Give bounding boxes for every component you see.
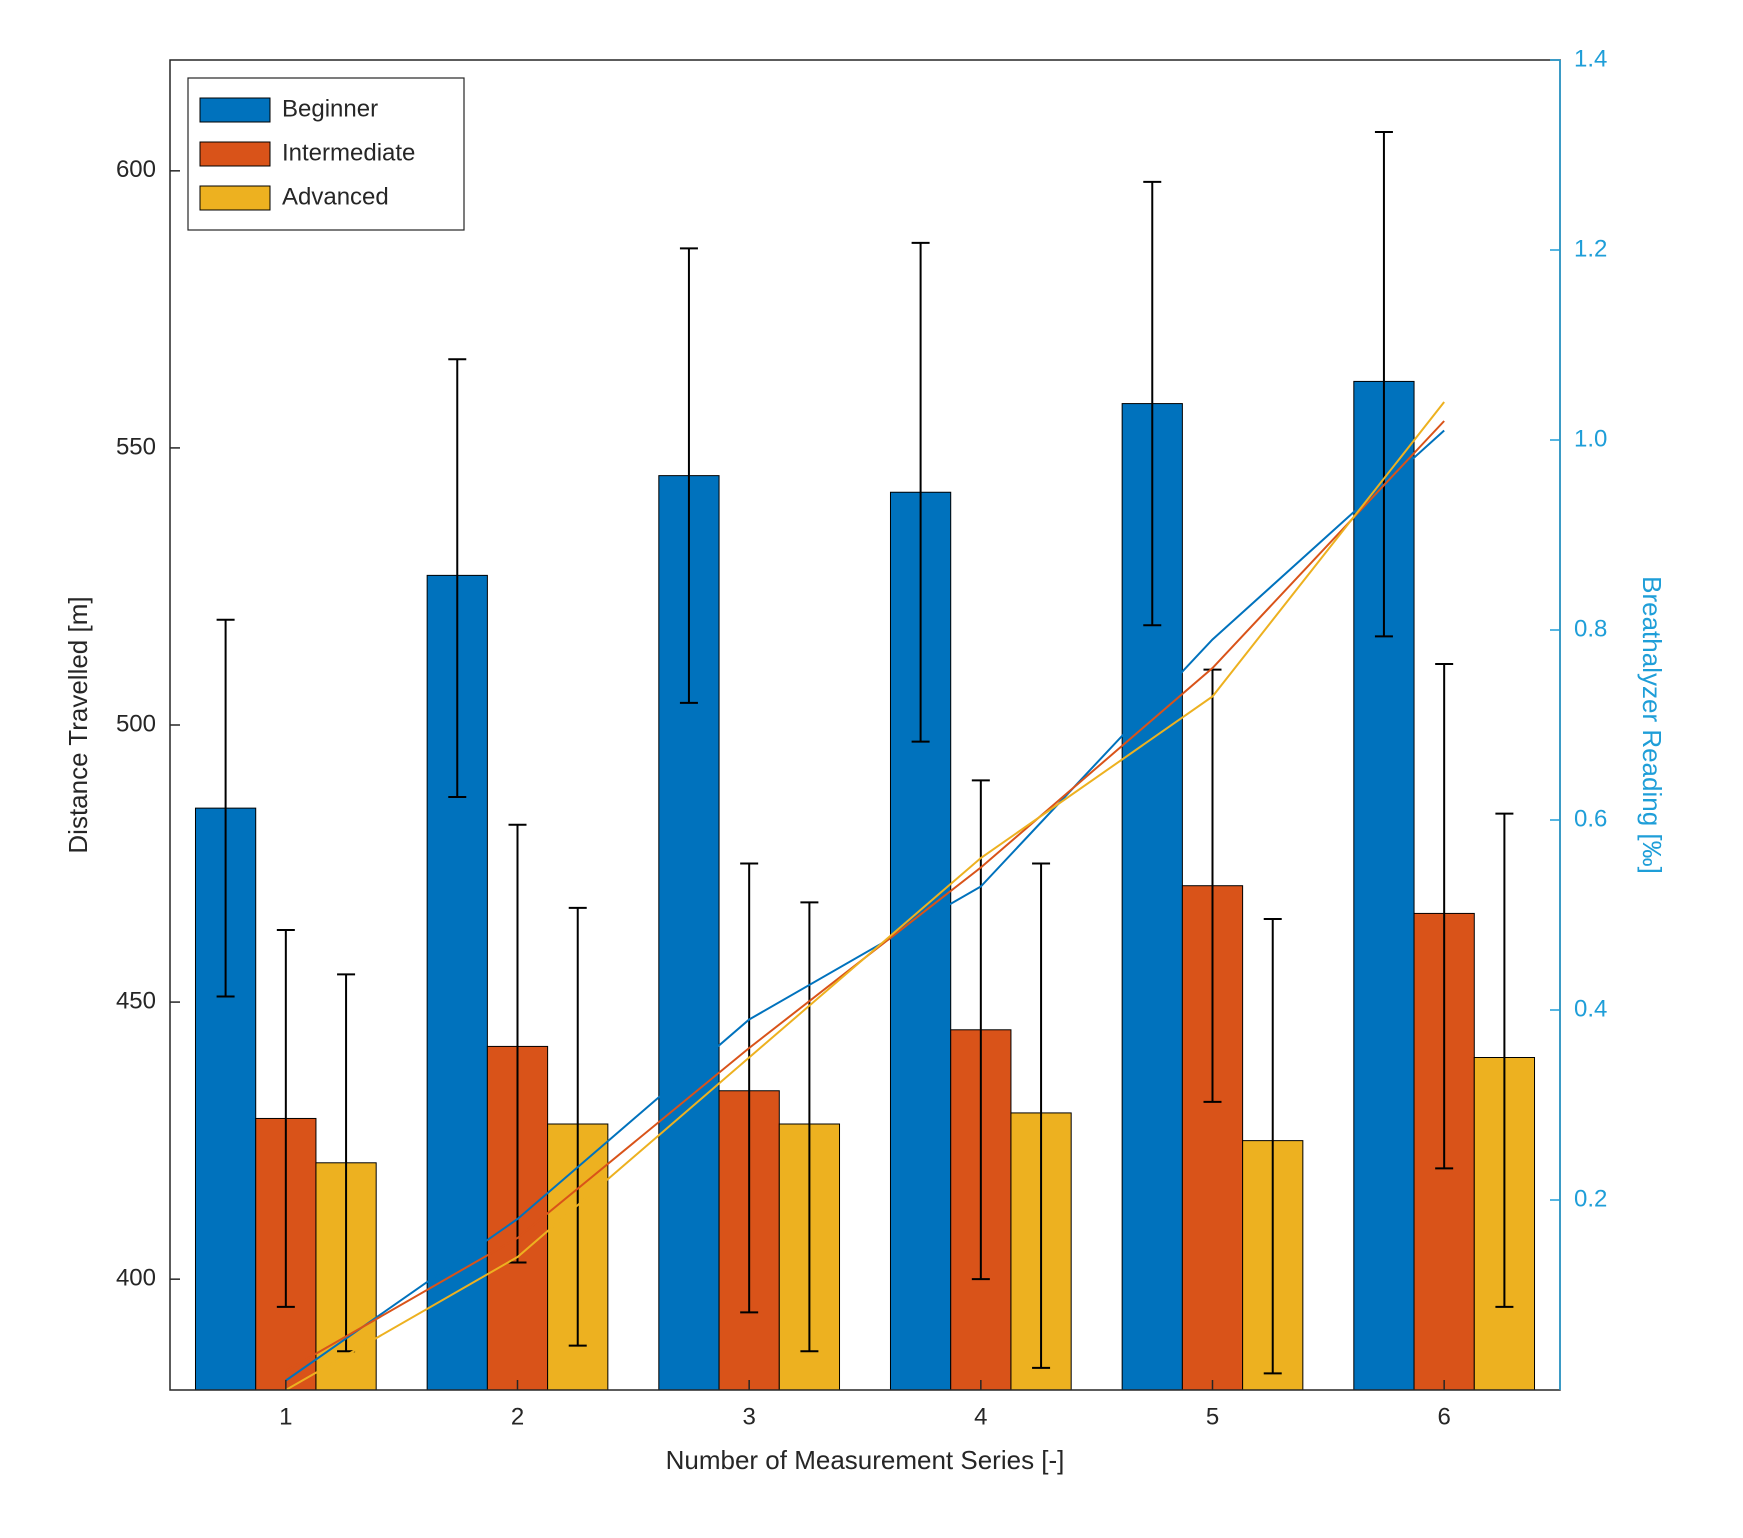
xtick-label: 3 (742, 1403, 755, 1430)
xtick-label: 5 (1206, 1403, 1219, 1430)
y-axis-label-left: Distance Travelled [m] (63, 596, 93, 853)
xtick-label: 4 (974, 1403, 987, 1430)
ytick-label-right: 0.6 (1574, 805, 1607, 832)
x-axis-label: Number of Measurement Series [-] (666, 1445, 1065, 1475)
ytick-label-left: 600 (116, 156, 156, 183)
y-axis-label-right: Breathalyzer Reading [‰] (1637, 576, 1667, 874)
legend-swatch (200, 98, 270, 122)
legend-label: Intermediate (282, 139, 415, 166)
chart-container: 400 450 500 550 600 0.2 0.4 0.6 0.8 1.0 1.2 1.4 1 2 3 4… (0, 0, 1743, 1538)
ytick-label-left: 450 (116, 987, 156, 1014)
legend-label: Beginner (282, 95, 378, 122)
legend: Beginner Intermediate Advanced (188, 78, 464, 230)
ytick-label-right: 1.0 (1574, 425, 1607, 452)
ytick-label-right: 1.4 (1574, 45, 1607, 72)
legend-swatch (200, 186, 270, 210)
ytick-label-right: 0.8 (1574, 615, 1607, 642)
xtick-label: 1 (279, 1403, 292, 1430)
chart-svg: 400 450 500 550 600 0.2 0.4 0.6 0.8 1.0 1.2 1.4 1 2 3 4… (0, 0, 1743, 1538)
xtick-label: 6 (1437, 1403, 1450, 1430)
ytick-label-left: 500 (116, 710, 156, 737)
ytick-label-right: 0.2 (1574, 1185, 1607, 1212)
ytick-label-right: 0.4 (1574, 995, 1607, 1022)
xtick-label: 2 (511, 1403, 524, 1430)
legend-label: Advanced (282, 183, 389, 210)
ytick-label-right: 1.2 (1574, 235, 1607, 262)
ytick-label-left: 550 (116, 433, 156, 460)
legend-swatch (200, 142, 270, 166)
ytick-label-left: 400 (116, 1265, 156, 1292)
